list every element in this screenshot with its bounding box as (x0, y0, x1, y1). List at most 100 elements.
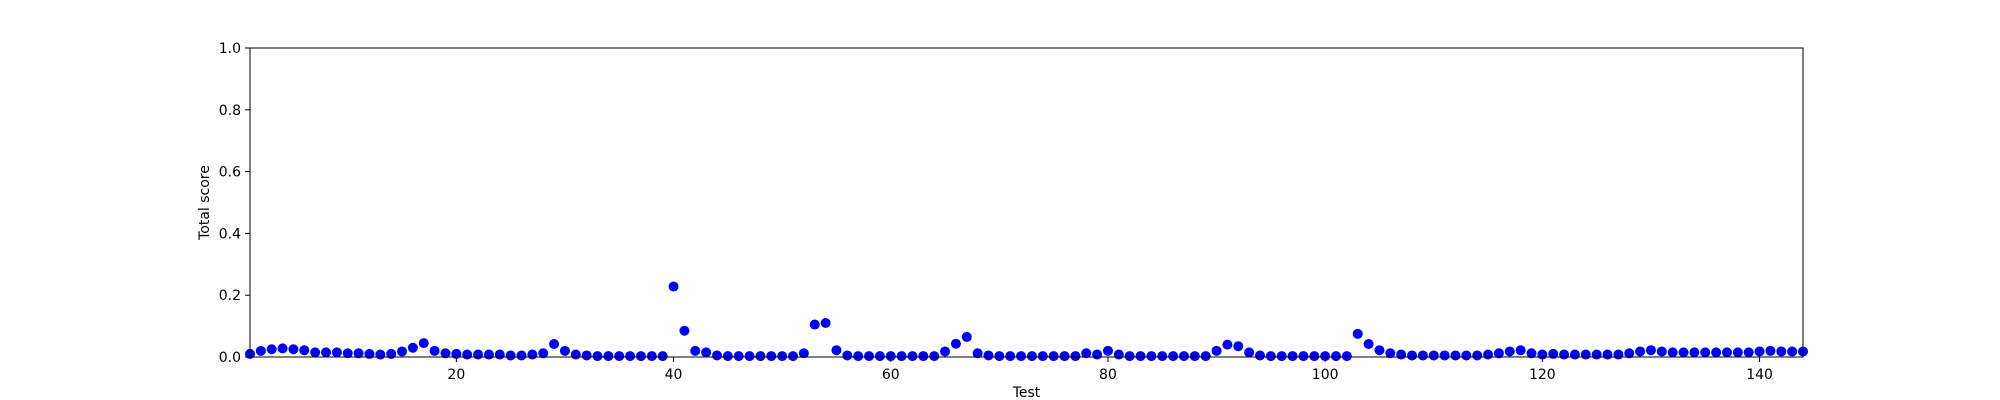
data-point (755, 351, 766, 362)
data-point (1624, 348, 1635, 359)
data-point (418, 338, 429, 349)
data-point (527, 349, 538, 360)
data-point (668, 281, 679, 292)
data-point (1700, 347, 1711, 358)
data-point (614, 351, 625, 362)
data-point (342, 348, 353, 359)
y-tick-label: 1.0 (219, 41, 241, 57)
data-point (1721, 347, 1732, 358)
data-point (1569, 349, 1580, 360)
data-point (1689, 347, 1700, 358)
data-point (494, 349, 505, 360)
data-point (462, 349, 473, 360)
data-point (722, 351, 733, 362)
data-point (331, 347, 342, 358)
data-point (516, 350, 527, 361)
data-point (353, 348, 364, 359)
data-point (853, 351, 864, 362)
data-point (473, 349, 484, 360)
data-point (1374, 345, 1385, 356)
data-point (407, 342, 418, 353)
data-point (1168, 351, 1179, 362)
data-point (690, 345, 701, 356)
data-point (874, 351, 885, 362)
data-point (1645, 345, 1656, 356)
data-point (266, 344, 277, 355)
data-point (1059, 351, 1070, 362)
data-point (777, 351, 788, 362)
data-point (1081, 348, 1092, 359)
data-point (972, 348, 983, 359)
data-point (299, 345, 310, 356)
data-point (983, 350, 994, 361)
data-point (885, 351, 896, 362)
data-point (1591, 349, 1602, 360)
data-point (1211, 345, 1222, 356)
data-point (1026, 351, 1037, 362)
y-axis-ticks: 0.0 0.2 0.4 0.6 0.8 1.0 (219, 41, 250, 366)
plot-area-frame (249, 47, 1804, 358)
data-point (1559, 349, 1570, 360)
data-point (1711, 347, 1722, 358)
data-point (1233, 341, 1244, 352)
data-point (1515, 345, 1526, 356)
data-point (1483, 349, 1494, 360)
data-point (1287, 351, 1298, 362)
data-point (570, 349, 581, 360)
data-point (1548, 348, 1559, 359)
data-point (1493, 348, 1504, 359)
data-point (701, 347, 712, 358)
data-point (625, 351, 636, 362)
data-point (744, 351, 755, 362)
data-point (505, 350, 516, 361)
data-point (1320, 351, 1331, 362)
data-point (1656, 346, 1667, 357)
data-point (592, 351, 603, 362)
data-point (1450, 350, 1461, 361)
data-point (1428, 350, 1439, 361)
data-point (1178, 351, 1189, 362)
data-point (1352, 328, 1363, 339)
data-point (1016, 351, 1027, 362)
x-tick-label: 20 (447, 367, 465, 383)
y-tick-label: 0.2 (219, 288, 241, 304)
data-point (907, 351, 918, 362)
x-tick-label: 80 (1099, 367, 1117, 383)
data-point (646, 351, 657, 362)
data-point (549, 339, 560, 350)
data-point (657, 351, 668, 362)
data-point (1222, 339, 1233, 350)
data-point (1200, 351, 1211, 362)
data-point (940, 346, 951, 357)
y-tick-label: 0.4 (219, 226, 241, 242)
data-point (538, 348, 549, 359)
data-point (1005, 351, 1016, 362)
data-point (929, 351, 940, 362)
data-point (1135, 351, 1146, 362)
x-tick-label: 140 (1746, 367, 1773, 383)
data-point (1504, 346, 1515, 357)
data-point (375, 349, 386, 360)
data-point (1124, 351, 1135, 362)
data-point (1070, 351, 1081, 362)
data-point (1667, 347, 1678, 358)
data-point (1439, 350, 1450, 361)
data-point (1037, 351, 1048, 362)
data-point (1754, 346, 1765, 357)
y-tick-label: 0.0 (219, 350, 241, 366)
data-point (1732, 347, 1743, 358)
data-point (711, 350, 722, 361)
data-point (1613, 349, 1624, 360)
data-point (1254, 350, 1265, 361)
data-point (364, 348, 375, 359)
data-point (733, 351, 744, 362)
data-point (842, 350, 853, 361)
data-point (1244, 347, 1255, 358)
data-point (1602, 349, 1613, 360)
data-point (1189, 351, 1200, 362)
x-axis-ticks: 20 40 60 80 100 120 140 (447, 357, 1773, 383)
data-point (679, 325, 690, 336)
data-point (581, 350, 592, 361)
